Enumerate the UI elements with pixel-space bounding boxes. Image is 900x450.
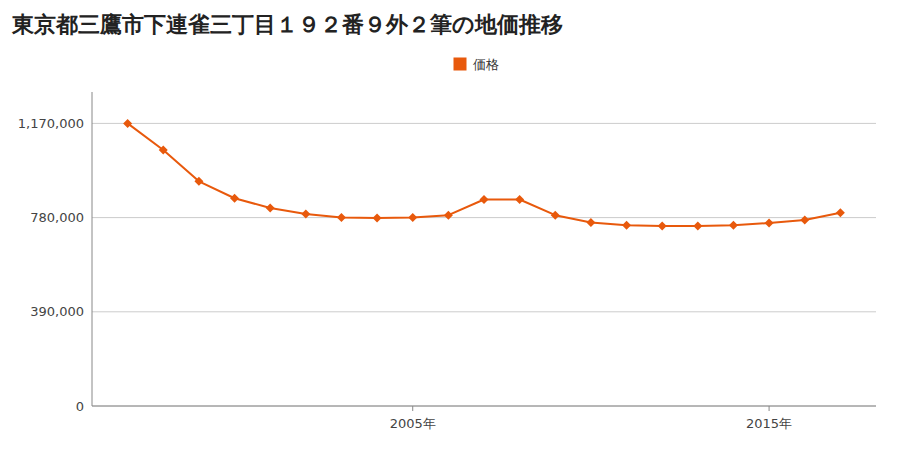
- x-axis-line: [92, 406, 876, 407]
- marker: [480, 195, 489, 204]
- legend: 価格: [454, 57, 499, 72]
- marker: [230, 194, 239, 203]
- title: 東京都三鷹市下連雀三丁目１９２番９外２筆の地価推移: [11, 12, 563, 37]
- x-tick-label: 2015年: [746, 416, 792, 431]
- marker: [800, 216, 809, 225]
- marker: [622, 221, 631, 230]
- y-tick-label: 390,000: [30, 304, 84, 319]
- chart-container: 東京都三鷹市下連雀三丁目１９２番９外２筆の地価推移 0 390,000 780,000…: [0, 0, 900, 450]
- grid-line: [92, 217, 876, 218]
- y-tick-label: 0: [76, 399, 84, 414]
- marker: [586, 218, 595, 227]
- y-tick-label: 1,170,000: [18, 116, 84, 131]
- x-tick-label: 2005年: [390, 416, 436, 431]
- marker: [194, 177, 203, 186]
- line: [128, 123, 841, 226]
- x-tick: [412, 406, 413, 411]
- y-axis-line: [92, 92, 93, 406]
- grid-line: [92, 311, 876, 312]
- y-grid: [92, 123, 876, 406]
- x-tick: [769, 406, 770, 411]
- grid-line: [92, 123, 876, 124]
- marker: [515, 195, 524, 204]
- marker: [444, 211, 453, 220]
- grid-line: [92, 406, 876, 407]
- marker: [765, 218, 774, 227]
- marker: [373, 214, 382, 223]
- y-tick-label: 780,000: [30, 210, 84, 225]
- marker: [266, 203, 275, 212]
- marker: [408, 213, 417, 222]
- plot-area: [123, 119, 845, 231]
- marker: [836, 208, 845, 217]
- legend-swatch: [454, 58, 467, 71]
- marker: [693, 222, 702, 231]
- marker: [301, 209, 310, 218]
- marker: [159, 145, 168, 154]
- marker: [729, 221, 738, 230]
- chart: 東京都三鷹市下連雀三丁目１９２番９外２筆の地価推移 0 390,000 780,000…: [0, 0, 900, 450]
- marker: [658, 222, 667, 231]
- legend-label: 価格: [473, 57, 499, 72]
- marker: [551, 211, 560, 220]
- marker: [123, 119, 132, 128]
- marker: [337, 213, 346, 222]
